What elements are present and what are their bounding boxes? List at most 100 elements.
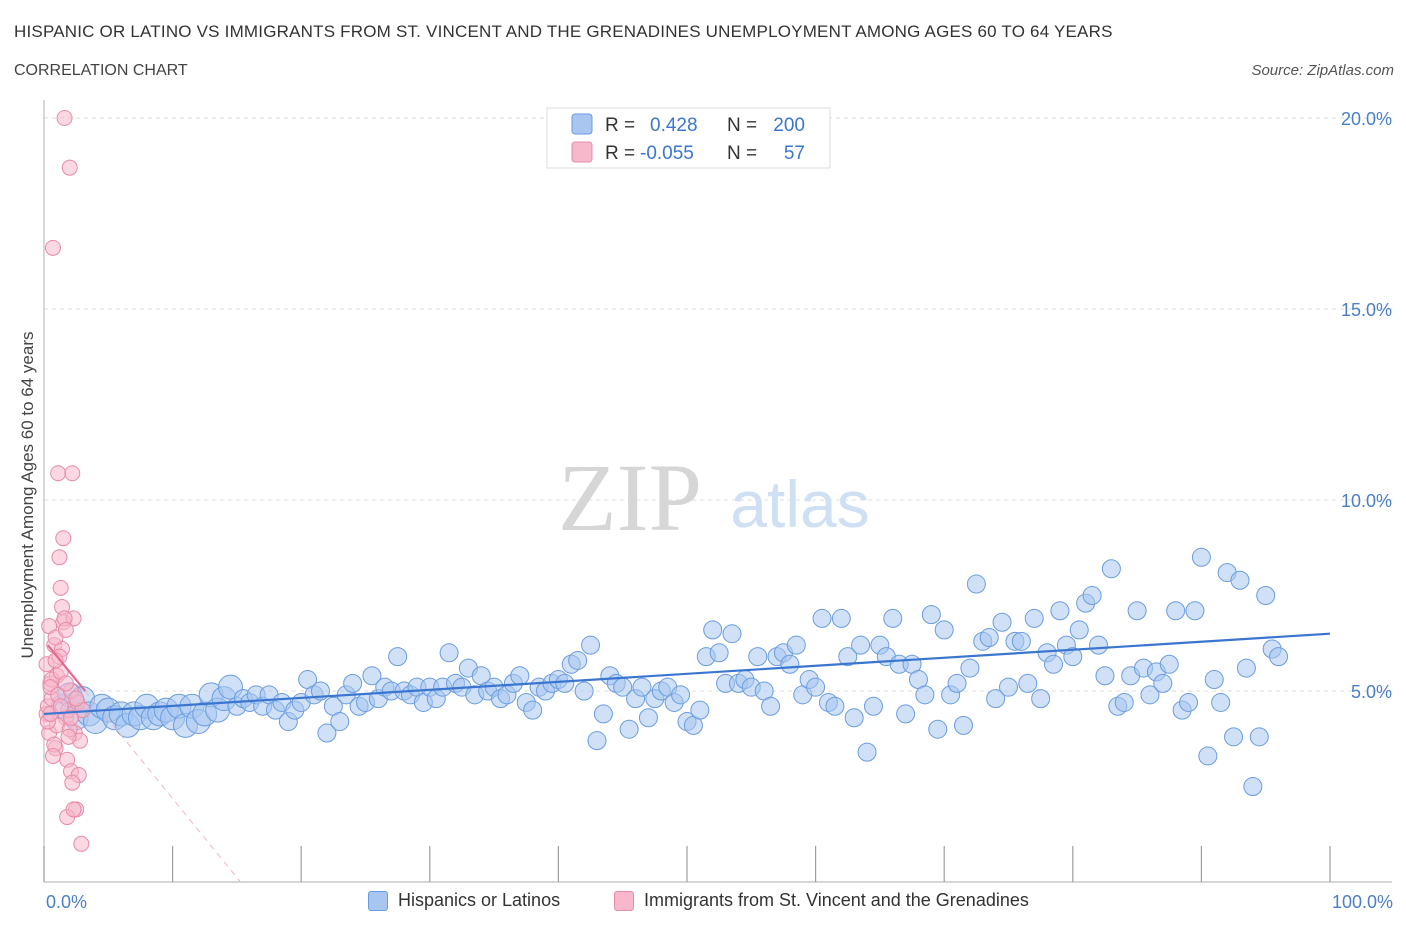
point-hispanic-149 bbox=[1011, 631, 1031, 651]
legend-box bbox=[546, 107, 831, 169]
point-hispanic-131 bbox=[896, 704, 916, 724]
point-hispanic-183 bbox=[1230, 570, 1250, 590]
point-hispanic-177 bbox=[1191, 547, 1211, 567]
legend-r-value-1: 0.428 bbox=[650, 115, 698, 136]
point-hispanic-41 bbox=[317, 723, 337, 743]
y-tick-label-15: 15.0% bbox=[1341, 300, 1392, 320]
point-hispanic-117 bbox=[806, 677, 826, 697]
point-hispanic-126 bbox=[863, 696, 883, 716]
legend-bottom: Hispanics or Latinos Immigrants from St.… bbox=[0, 890, 1406, 916]
point-hispanic-169 bbox=[1140, 685, 1160, 705]
point-hispanic-137 bbox=[934, 620, 954, 640]
point-hispanic-110 bbox=[761, 696, 781, 716]
point-hispanic-172 bbox=[1159, 654, 1179, 674]
point-hispanic-120 bbox=[825, 696, 845, 716]
source-label: Source: ZipAtlas.com bbox=[1251, 62, 1394, 79]
point-hispanic-184 bbox=[1236, 658, 1256, 678]
trend-line-series2 bbox=[47, 644, 87, 692]
point-hispanic-140 bbox=[953, 715, 973, 735]
point-hispanic-186 bbox=[1249, 727, 1269, 747]
legend-r-label-2: R = bbox=[605, 143, 635, 164]
watermark-atlas: atlas bbox=[730, 467, 869, 541]
point-hispanic-162 bbox=[1095, 666, 1115, 686]
y-tick-label-10: 10.0% bbox=[1341, 491, 1392, 511]
point-hispanic-189 bbox=[1269, 647, 1289, 667]
point-hispanic-99 bbox=[690, 700, 710, 720]
legend-bottom-item-series1: Hispanics or Latinos bbox=[368, 890, 560, 911]
legend-r-label-1: R = bbox=[605, 115, 635, 136]
point-svg-immigrant-50 bbox=[65, 801, 82, 818]
point-hispanic-176 bbox=[1185, 601, 1205, 621]
point-svg-immigrant-20 bbox=[64, 465, 81, 482]
point-svg-immigrant-47 bbox=[57, 621, 74, 638]
series-svg-immigrants-points bbox=[38, 110, 91, 852]
point-hispanic-144 bbox=[979, 628, 999, 648]
point-hispanic-102 bbox=[709, 643, 729, 663]
point-hispanic-48 bbox=[362, 666, 382, 686]
trend-lines bbox=[43, 632, 1331, 883]
x-axis-min-label: 0.0% bbox=[46, 892, 88, 912]
point-hispanic-104 bbox=[722, 624, 742, 644]
point-hispanic-135 bbox=[921, 605, 941, 625]
point-hispanic-84 bbox=[593, 704, 613, 724]
watermark-zip: ZIP bbox=[558, 444, 702, 551]
point-hispanic-108 bbox=[748, 647, 768, 667]
point-hispanic-123 bbox=[844, 708, 864, 728]
point-hispanic-165 bbox=[1114, 692, 1134, 712]
point-svg-immigrant-42 bbox=[45, 747, 62, 764]
point-hispanic-180 bbox=[1211, 692, 1231, 712]
chart-title: HISPANIC OR LATINO VS IMMIGRANTS FROM ST… bbox=[14, 22, 1113, 41]
legend-n-label-1: N = bbox=[727, 115, 757, 136]
point-hispanic-71 bbox=[510, 666, 530, 686]
point-hispanic-161 bbox=[1089, 635, 1109, 655]
point-hispanic-163 bbox=[1101, 559, 1121, 579]
point-hispanic-121 bbox=[831, 608, 851, 628]
legend-swatch-series1 bbox=[571, 113, 593, 135]
series-hispanic-points bbox=[50, 547, 1289, 796]
point-hispanic-80 bbox=[568, 650, 588, 670]
point-svg-immigrant-9 bbox=[50, 465, 67, 482]
point-hispanic-185 bbox=[1243, 777, 1263, 796]
y-axis-label: Unemployment Among Ages 60 to 64 years bbox=[18, 332, 37, 659]
legend-n-label-2: N = bbox=[727, 143, 757, 164]
point-hispanic-125 bbox=[857, 742, 877, 762]
point-hispanic-147 bbox=[999, 677, 1018, 697]
trend-line-series1 bbox=[43, 632, 1331, 716]
point-svg-immigrant-14 bbox=[56, 110, 73, 126]
point-hispanic-136 bbox=[928, 719, 948, 739]
point-hispanic-171 bbox=[1153, 673, 1173, 693]
legend-bottom-swatch-series2 bbox=[614, 890, 634, 911]
point-hispanic-43 bbox=[330, 712, 350, 732]
point-hispanic-113 bbox=[780, 654, 800, 674]
point-svg-immigrant-56 bbox=[63, 709, 80, 726]
legend-bottom-item-series2: Immigrants from St. Vincent and the Gren… bbox=[614, 890, 1029, 911]
watermark: ZIP atlas bbox=[558, 444, 870, 551]
point-hispanic-145 bbox=[986, 689, 1006, 709]
axes bbox=[43, 100, 1392, 883]
point-hispanic-139 bbox=[947, 673, 967, 693]
point-hispanic-129 bbox=[883, 608, 903, 628]
point-hispanic-73 bbox=[523, 700, 543, 720]
point-hispanic-82 bbox=[581, 635, 601, 655]
legend-n-value-2: 57 bbox=[784, 143, 805, 164]
point-hispanic-157 bbox=[1063, 647, 1083, 667]
point-hispanic-155 bbox=[1050, 601, 1070, 621]
point-hispanic-182 bbox=[1224, 727, 1244, 747]
point-svg-immigrant-39 bbox=[64, 774, 81, 791]
y-tick-labels: 5.0% 10.0% 15.0% 20.0% bbox=[1341, 109, 1392, 702]
point-svg-immigrant-48 bbox=[60, 728, 77, 745]
point-hispanic-78 bbox=[555, 673, 575, 693]
point-hispanic-90 bbox=[632, 677, 652, 697]
point-hispanic-122 bbox=[838, 647, 858, 667]
chart-subtitle: CORRELATION CHART bbox=[14, 62, 188, 79]
point-svg-immigrant-11 bbox=[52, 579, 69, 596]
legend-swatch-series2 bbox=[571, 141, 593, 163]
legend-r-value-2: -0.055 bbox=[640, 143, 694, 164]
point-hispanic-91 bbox=[638, 708, 658, 728]
point-hispanic-152 bbox=[1031, 689, 1051, 709]
point-svg-immigrant-18 bbox=[61, 159, 78, 176]
point-hispanic-114 bbox=[786, 635, 806, 655]
y-tick-label-20: 20.0% bbox=[1341, 109, 1392, 129]
point-hispanic-175 bbox=[1179, 692, 1199, 712]
point-hispanic-45 bbox=[343, 673, 363, 693]
